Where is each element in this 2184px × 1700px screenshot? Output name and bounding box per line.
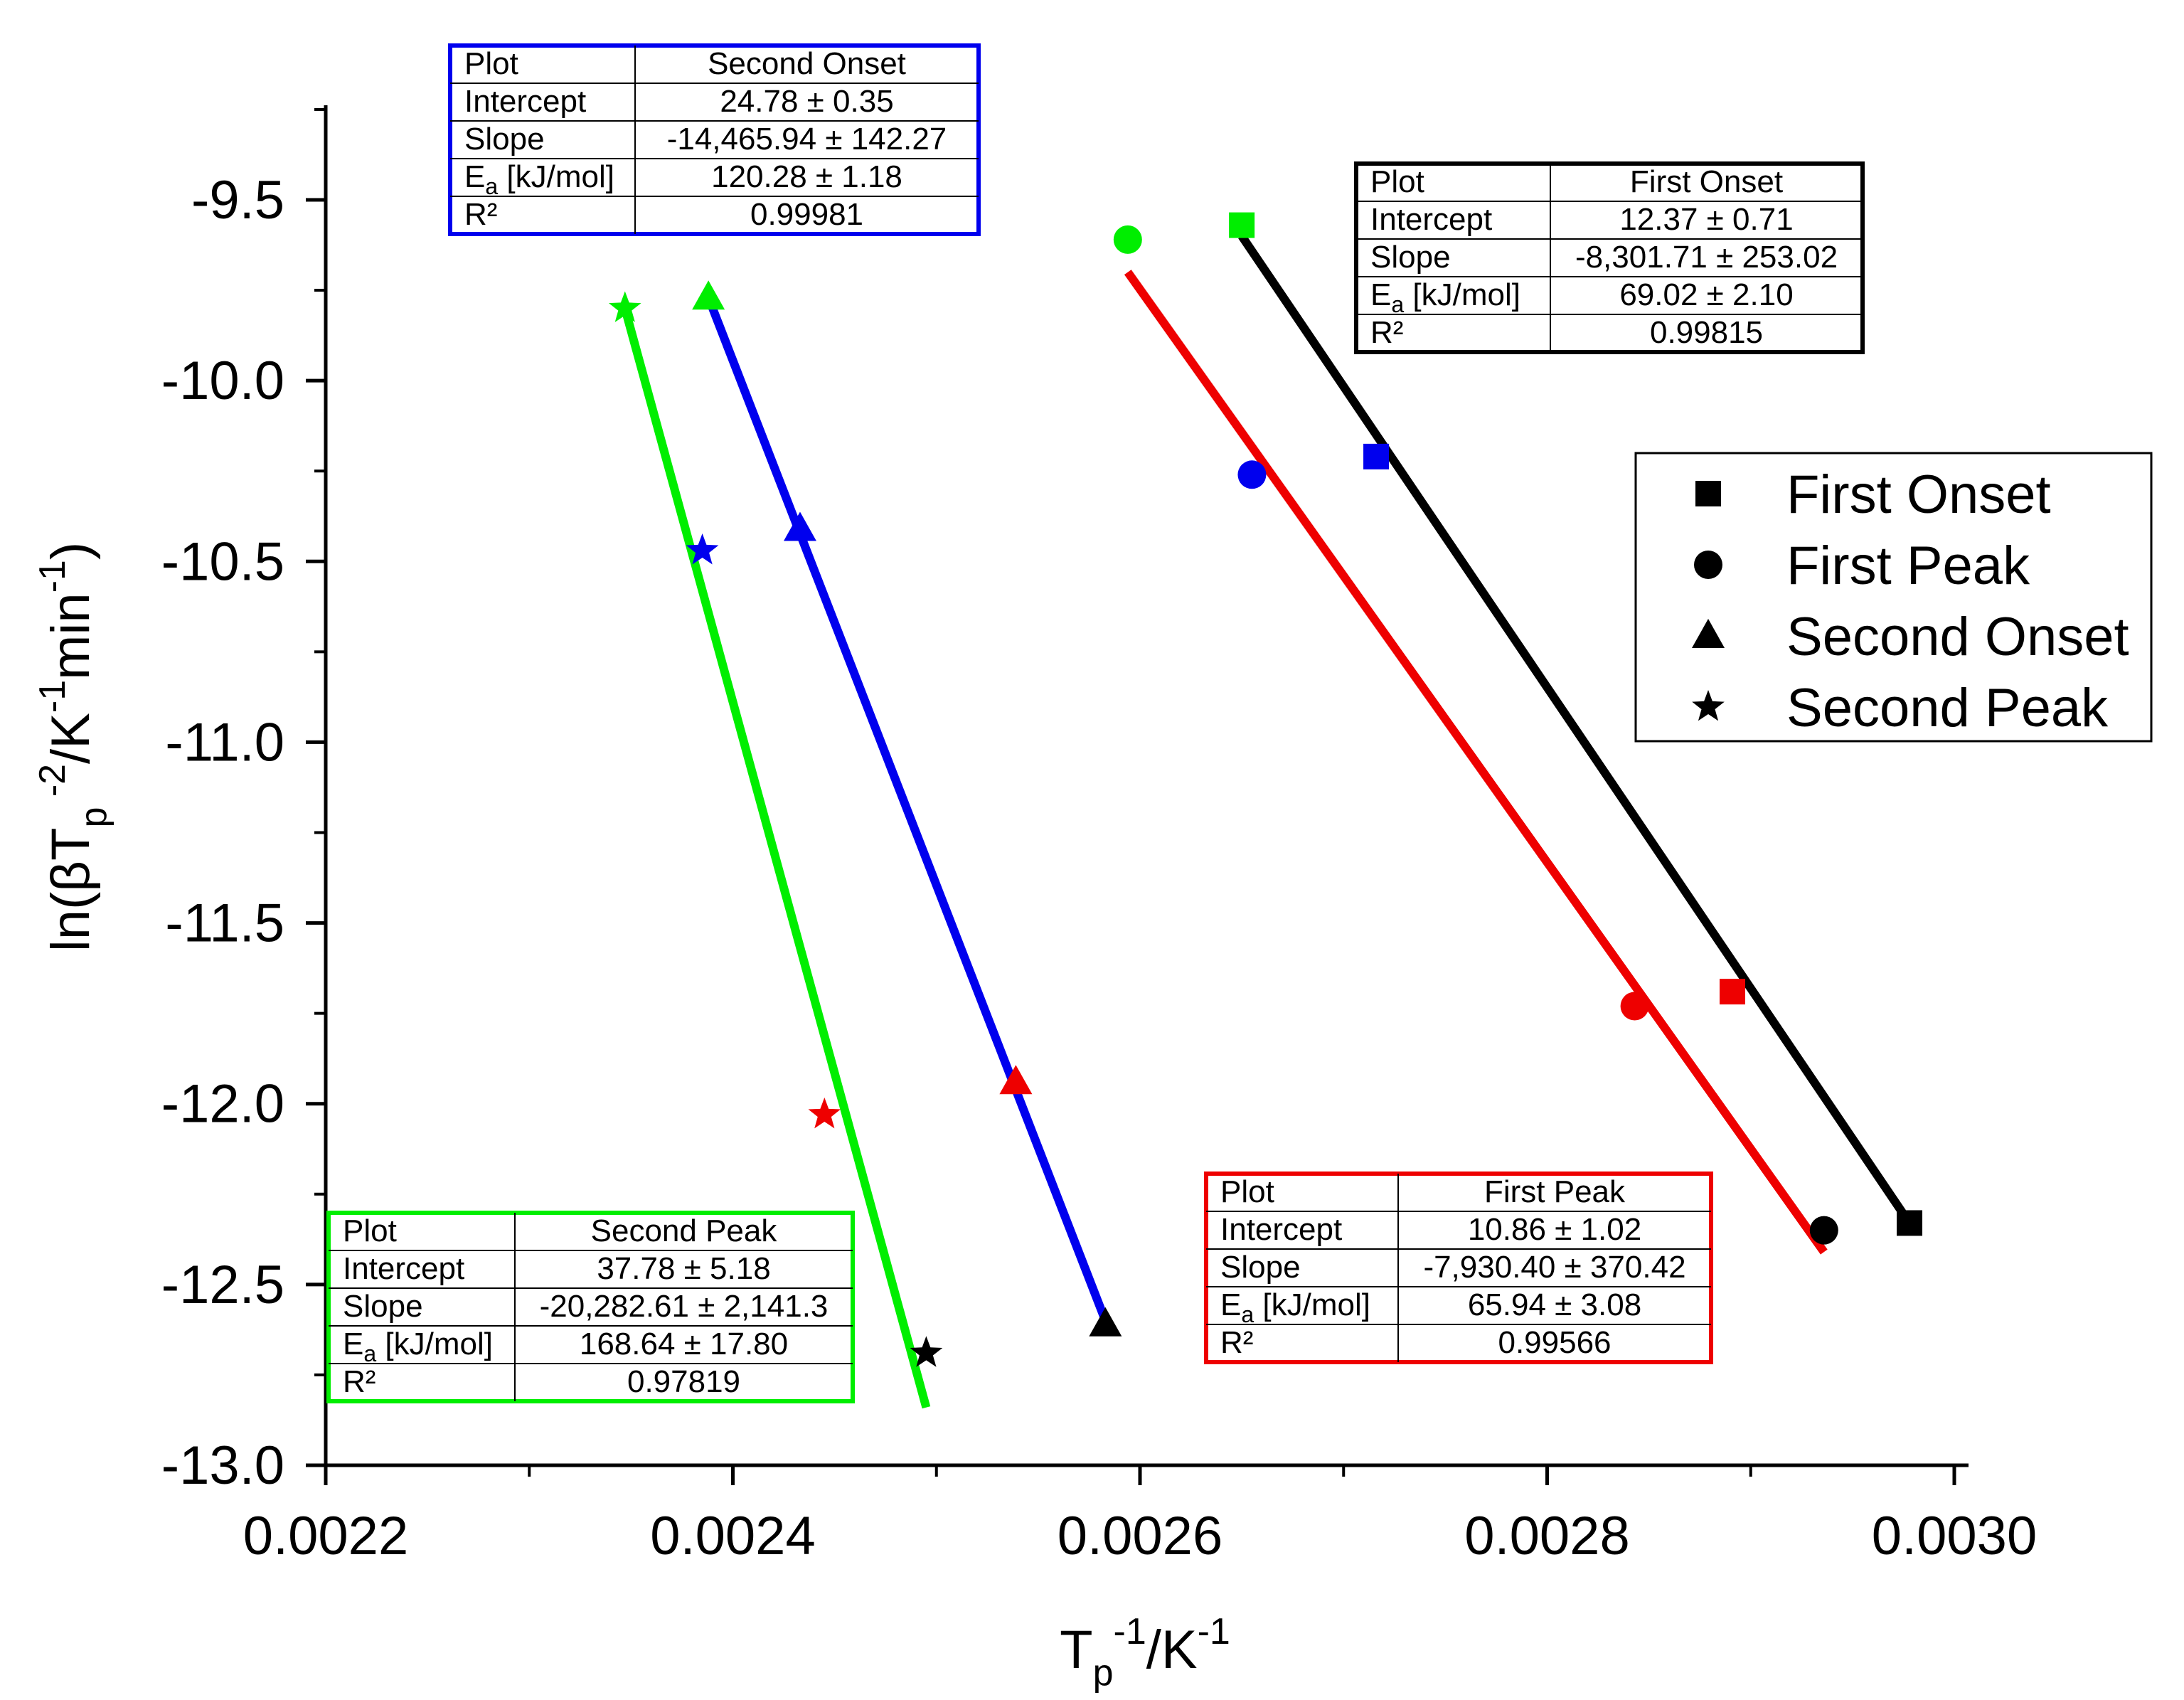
table-cell-value: 10.86 ± 1.02 — [1468, 1212, 1641, 1247]
y-tick-label: -12.5 — [161, 1255, 284, 1315]
x-tick-label: 0.0026 — [1058, 1506, 1222, 1566]
point-first-peak — [1113, 225, 1142, 254]
legend: First Onset First Peak Second Onset Second … — [1634, 452, 2153, 743]
point-first-peak — [1237, 460, 1267, 489]
table-cell-value: -8,301.71 ± 253.02 — [1575, 240, 1838, 275]
point-first-onset — [1719, 979, 1745, 1005]
table-cell-value: Second Onset — [708, 46, 906, 81]
fit-tables: Plot Second Onset Intercept 24.78 ± 0.35 Slo… — [326, 43, 1865, 1403]
table-cell-value: -14,465.94 ± 142.27 — [667, 122, 947, 156]
table-border — [326, 1211, 855, 1403]
table-cell-value: First Onset — [1630, 164, 1783, 199]
table-cell-label: Intercept — [464, 84, 586, 119]
fit-table-first-peak: Plot First Peak Intercept 10.86 ± 1.02 Slope… — [1204, 1172, 1713, 1364]
y-tick-label: -10.0 — [161, 351, 284, 411]
point-second-onset — [1089, 1307, 1122, 1337]
point-first-peak — [1620, 992, 1649, 1021]
table-cell-label: Ea [kJ/mol] — [464, 159, 614, 199]
table-cell-label: Plot — [1220, 1174, 1274, 1209]
legend-box — [1634, 452, 2153, 743]
fit-line-first-onset — [1238, 233, 1913, 1226]
table-cell-label: Slope — [343, 1289, 423, 1324]
table-border — [448, 43, 981, 236]
y-tick-label: -13.0 — [161, 1435, 284, 1496]
table-cell-value: 65.94 ± 3.08 — [1468, 1287, 1641, 1322]
legend-label: Second Onset — [1786, 607, 2129, 667]
table-cell-label: Slope — [1220, 1250, 1301, 1285]
table-cell-value: 0.99815 — [1650, 315, 1763, 350]
table-cell-label: R² — [343, 1364, 375, 1399]
table-cell-label: Plot — [1370, 164, 1424, 199]
table-cell-label: Ea [kJ/mol] — [343, 1327, 493, 1366]
table-border — [1204, 1172, 1713, 1364]
table-cell-label: Plot — [464, 46, 518, 81]
fit-line-second-peak — [621, 307, 931, 1409]
point-second-peak — [609, 291, 641, 322]
table-cell-label: Intercept — [1220, 1212, 1342, 1247]
table-cell-value: First Peak — [1484, 1174, 1626, 1209]
x-tick-label: 0.0030 — [1872, 1506, 2037, 1566]
table-cell-label: Intercept — [1370, 202, 1492, 237]
point-first-onset — [1897, 1210, 1923, 1236]
legend-marker — [1694, 551, 1722, 579]
y-tick-label: -11.0 — [165, 712, 284, 772]
table-border — [1354, 161, 1865, 354]
x-tick-label: 0.0028 — [1464, 1506, 1629, 1566]
legend-label: First Peak — [1786, 536, 2030, 596]
point-first-onset — [1363, 443, 1390, 469]
legend-marker — [1695, 481, 1721, 506]
table-cell-label: R² — [1370, 315, 1403, 350]
fit-table-first-onset: Plot First Onset Intercept 12.37 ± 0.71 Slop… — [1354, 161, 1865, 354]
table-cell-value: 37.78 ± 5.18 — [597, 1251, 770, 1286]
x-tick-label: 0.0024 — [650, 1506, 815, 1566]
table-cell-value: -7,930.40 ± 370.42 — [1423, 1250, 1685, 1285]
table-cell-label: R² — [1220, 1325, 1253, 1360]
y-tick-label: -11.5 — [165, 893, 284, 954]
legend-label: First Onset — [1786, 464, 2051, 525]
axes: 0.0022 0.0024 0.0026 0.0028 0.0030 -13.0 -12.5… — [161, 105, 2037, 1566]
point-second-peak — [808, 1098, 841, 1129]
table-cell-value: 12.37 ± 0.71 — [1619, 202, 1793, 237]
table-cell-label: Slope — [1370, 240, 1451, 275]
data-points — [609, 212, 1923, 1367]
table-cell-value: 0.99566 — [1498, 1325, 1611, 1360]
point-second-onset — [999, 1065, 1033, 1095]
legend-label: Second Peak — [1786, 678, 2109, 738]
x-tick-label: 0.0022 — [243, 1506, 408, 1566]
table-cell-label: Plot — [343, 1213, 397, 1248]
point-second-onset — [783, 511, 816, 541]
table-cell-value: 24.78 ± 0.35 — [720, 84, 893, 119]
table-cell-label: Intercept — [343, 1251, 464, 1286]
fit-table-second-onset: Plot Second Onset Intercept 24.78 ± 0.35 Slo… — [448, 43, 981, 236]
point-second-peak — [686, 533, 719, 565]
fit-line-first-peak — [1124, 270, 1828, 1255]
table-cell-value: 120.28 ± 1.18 — [711, 159, 902, 194]
fit-table-second-peak: Plot Second Peak Intercept 37.78 ± 5.18 Slop… — [326, 1211, 855, 1403]
table-cell-label: Ea [kJ/mol] — [1370, 277, 1520, 317]
y-tick-label: -12.0 — [161, 1074, 284, 1135]
table-cell-value: 168.64 ± 17.80 — [580, 1327, 788, 1361]
table-cell-value: 69.02 ± 2.10 — [1619, 277, 1793, 312]
fit-line-second-onset — [704, 296, 1109, 1322]
table-cell-label: R² — [464, 197, 497, 232]
table-cell-value: -20,282.61 ± 2,141.3 — [540, 1289, 829, 1324]
legend-marker — [1692, 619, 1725, 648]
table-cell-label: Slope — [464, 122, 545, 156]
y-axis-title: ln(βTp -2/K-1min-1) — [32, 542, 114, 952]
point-second-peak — [910, 1336, 943, 1367]
point-second-onset — [692, 280, 725, 310]
table-cell-value: Second Peak — [591, 1213, 778, 1248]
table-cell-value: 0.97819 — [627, 1364, 740, 1399]
legend-marker — [1692, 690, 1725, 721]
y-tick-label: -10.5 — [161, 531, 284, 592]
point-first-onset — [1229, 212, 1255, 238]
table-cell-value: 0.99981 — [750, 197, 863, 232]
fit-lines — [621, 233, 1913, 1409]
y-tick-label: -9.5 — [191, 170, 284, 230]
table-cell-label: Ea [kJ/mol] — [1220, 1287, 1370, 1327]
point-first-peak — [1809, 1216, 1838, 1245]
x-axis-title: Tp-1/K-1 — [1060, 1611, 1230, 1694]
